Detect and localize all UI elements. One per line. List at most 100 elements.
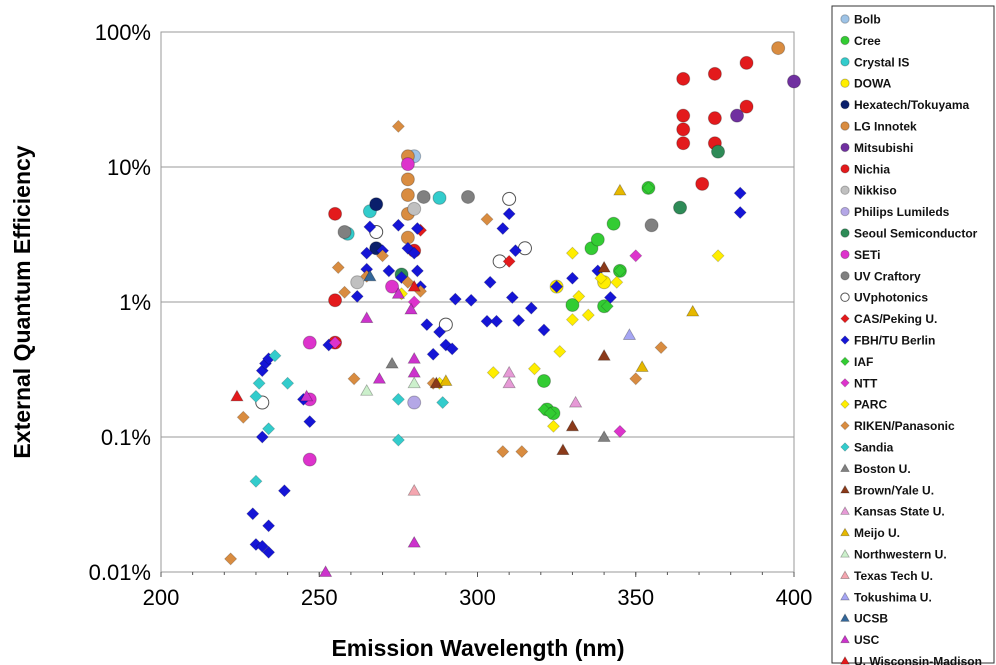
data-point-15-3 — [262, 519, 276, 533]
legend-marker-17 — [840, 378, 850, 388]
data-point-15-22 — [407, 246, 421, 260]
data-point-15-6 — [255, 430, 269, 444]
series-8 — [350, 201, 422, 290]
y-tick-labels: 0.01% 0.1% 1% 10% 100% — [89, 20, 151, 585]
data-point-7-5 — [676, 108, 691, 123]
x-tick-label: 200 — [143, 585, 180, 610]
legend-marker-6 — [840, 142, 850, 153]
y-tick-label: 1% — [119, 290, 151, 315]
x-tick-label: 250 — [301, 585, 338, 610]
series-23 — [502, 365, 583, 408]
series-22 — [429, 260, 611, 455]
data-point-11-0 — [302, 335, 317, 350]
data-point-19-15 — [654, 340, 668, 355]
legend-label: PARC — [854, 398, 887, 412]
series-18 — [394, 246, 725, 433]
legend-label: UVphotonics — [854, 291, 928, 305]
legend-marker-25 — [840, 548, 850, 558]
data-point-11-4 — [400, 157, 415, 172]
legend-label: Northwestern U. — [854, 548, 947, 562]
legend-label: U. Wisconsin-Madison — [854, 655, 982, 665]
legend-label: DOWA — [854, 77, 892, 91]
legend-marker-13 — [840, 292, 850, 302]
legend-label: Seoul Semiconductor — [854, 227, 978, 241]
legend-label: FBH/TU Berlin — [854, 334, 935, 348]
data-point-7-0 — [328, 206, 343, 221]
legend-items: Bolb Cree Crystal IS DOWA Hexatech/Tokuyama L… — [840, 13, 982, 665]
legend-label: SETi — [854, 248, 880, 262]
series-15 — [246, 186, 747, 559]
data-point-15-26 — [420, 318, 434, 332]
data-point-22-1 — [556, 443, 570, 455]
data-point-20-0 — [249, 389, 263, 403]
data-point-20-4 — [281, 376, 295, 390]
legend-marker-2 — [840, 57, 850, 67]
data-point-30-1 — [407, 279, 421, 292]
data-point-13-0 — [255, 395, 270, 410]
data-point-15-47 — [733, 186, 747, 200]
legend-marker-12 — [840, 271, 850, 281]
series-5 — [400, 41, 786, 245]
legend-marker-1 — [840, 35, 850, 46]
data-point-29-7 — [407, 351, 421, 364]
x-tick-labels: 200 250 300 350 400 — [143, 572, 812, 610]
series-24 — [439, 183, 700, 386]
legend-label: Philips Lumileds — [854, 205, 950, 219]
data-point-1-6 — [606, 216, 621, 231]
series-30 — [230, 279, 421, 402]
data-point-28-0 — [363, 269, 377, 282]
data-point-26-0 — [407, 483, 421, 496]
legend-label: LG Innotek — [854, 120, 917, 134]
legend-label: Mitsubishi — [854, 141, 913, 155]
data-point-15-18 — [382, 264, 396, 278]
data-point-9-0 — [407, 395, 422, 410]
data-point-18-12 — [711, 249, 725, 263]
legend-box — [831, 5, 995, 664]
data-point-15-27 — [426, 347, 440, 361]
data-point-7-1 — [328, 293, 343, 308]
data-point-1-0 — [536, 373, 551, 388]
data-point-20-3 — [268, 349, 282, 363]
y-tick-label: 0.1% — [101, 425, 151, 450]
series-7 — [328, 55, 754, 350]
legend-marker-11 — [840, 249, 850, 260]
series-17 — [328, 249, 643, 438]
series-21 — [385, 356, 611, 442]
data-point-18-4 — [546, 419, 561, 433]
data-point-17-3 — [629, 249, 643, 263]
data-point-5-2 — [400, 188, 415, 203]
legend-marker-30 — [840, 655, 850, 665]
data-point-19-6 — [375, 249, 390, 263]
legend-label: Brown/Yale U. — [854, 483, 934, 497]
x-tick-label: 350 — [617, 585, 654, 610]
data-point-16-4 — [641, 181, 655, 195]
legend-label: Nikkiso — [854, 184, 897, 198]
data-point-15-24 — [410, 221, 424, 236]
grid-layer — [161, 31, 794, 573]
data-point-18-11 — [610, 275, 624, 289]
data-point-7-12 — [739, 99, 754, 114]
legend-label: Boston U. — [854, 462, 911, 476]
series-25 — [360, 376, 421, 396]
data-point-7-13 — [695, 176, 710, 191]
data-point-6-1 — [787, 74, 801, 89]
series-10 — [394, 144, 726, 282]
data-point-18-2 — [486, 366, 500, 380]
data-point-18-9 — [581, 308, 595, 322]
data-point-12-3 — [644, 218, 659, 233]
data-point-12-2 — [461, 189, 476, 204]
data-point-10-1 — [673, 200, 688, 215]
data-point-7-8 — [707, 66, 722, 81]
legend-marker-8 — [840, 185, 850, 195]
data-point-15-40 — [512, 313, 526, 328]
data-point-13-2 — [438, 317, 453, 332]
data-point-16-3 — [613, 264, 627, 278]
data-point-15-5 — [277, 484, 292, 498]
x-tick-label: 300 — [459, 585, 496, 610]
data-point-7-11 — [739, 55, 754, 70]
data-point-29-3 — [372, 371, 387, 384]
legend-marker-0 — [840, 14, 850, 24]
series-12 — [337, 189, 659, 240]
data-point-16-1 — [543, 406, 557, 420]
data-point-15-35 — [489, 314, 504, 328]
